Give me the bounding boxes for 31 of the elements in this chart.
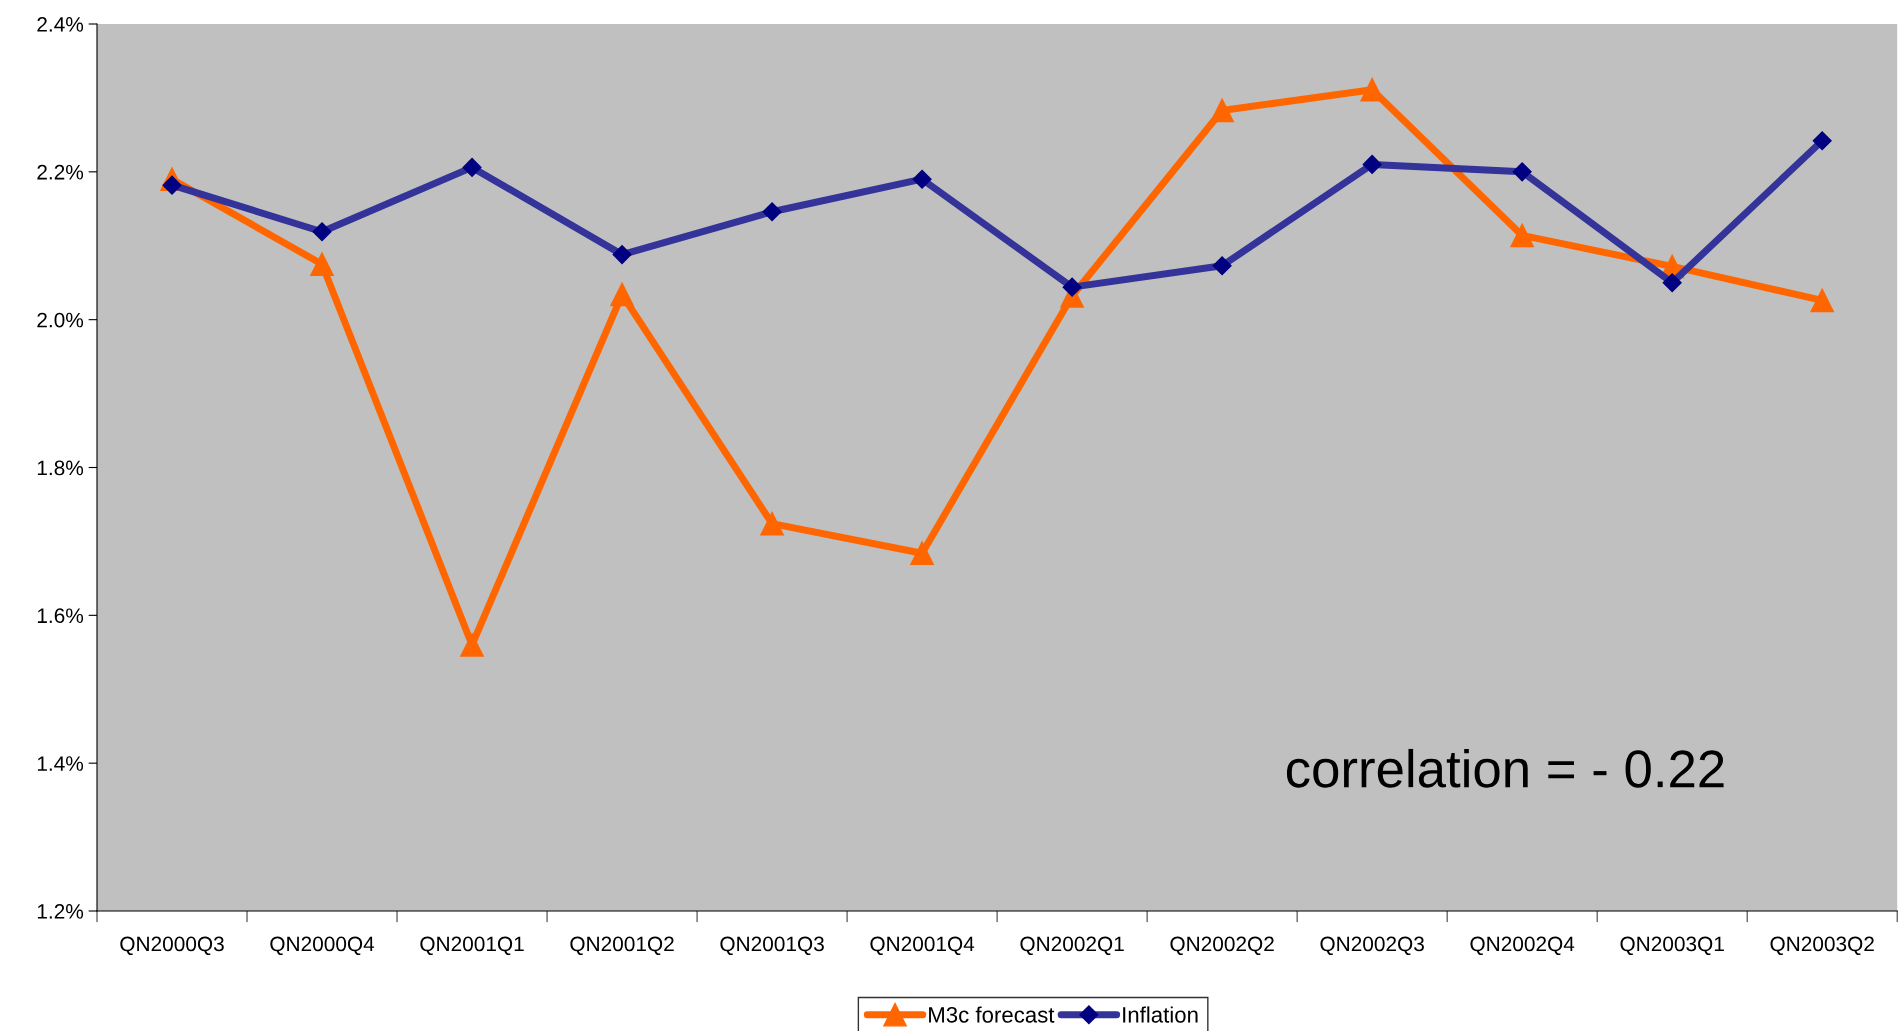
point [1510,223,1534,248]
x-tick-label: QN2002Q4 [1470,936,1575,956]
x-tick-label: QN2000Q3 [120,936,224,956]
x-tick-label: QN2001Q2 [570,936,674,956]
y-tick-label: 1.8% [37,460,84,476]
legend-label: M3c forecast [929,1006,1055,1023]
x-tick-label: QN2002Q3 [1320,936,1424,956]
point [1210,98,1234,123]
x-tick-label: QN2002Q1 [1020,936,1124,956]
legend-label: Inflation [1123,1006,1198,1023]
x-tick-label: QN2001Q1 [420,936,524,956]
point [1810,288,1835,313]
y-tick-label: 1.2% [37,904,84,919]
x-tick-label: QN2003Q2 [1770,936,1874,956]
y-tick-label: 2.2% [37,164,84,180]
y-tick-label: 2.4% [37,17,84,32]
annotation: correlation = - 0.22 [1286,748,1724,788]
y-tick-label: 1.4% [37,756,84,771]
point [460,633,484,657]
x-tick-label: QN2001Q3 [720,936,824,956]
point [910,541,934,566]
x-tick-label: QN2003Q1 [1620,936,1724,956]
x-tick-label: QN2001Q4 [870,936,975,956]
x-tick-label: QN2000Q4 [270,936,375,956]
point [610,282,634,307]
point [760,511,784,536]
y-tick-label: 1.6% [37,608,84,624]
y-tick-label: 2.0% [37,312,84,328]
x-tick-label: QN2002Q2 [1170,936,1274,956]
point [310,252,334,277]
point [1360,77,1384,102]
